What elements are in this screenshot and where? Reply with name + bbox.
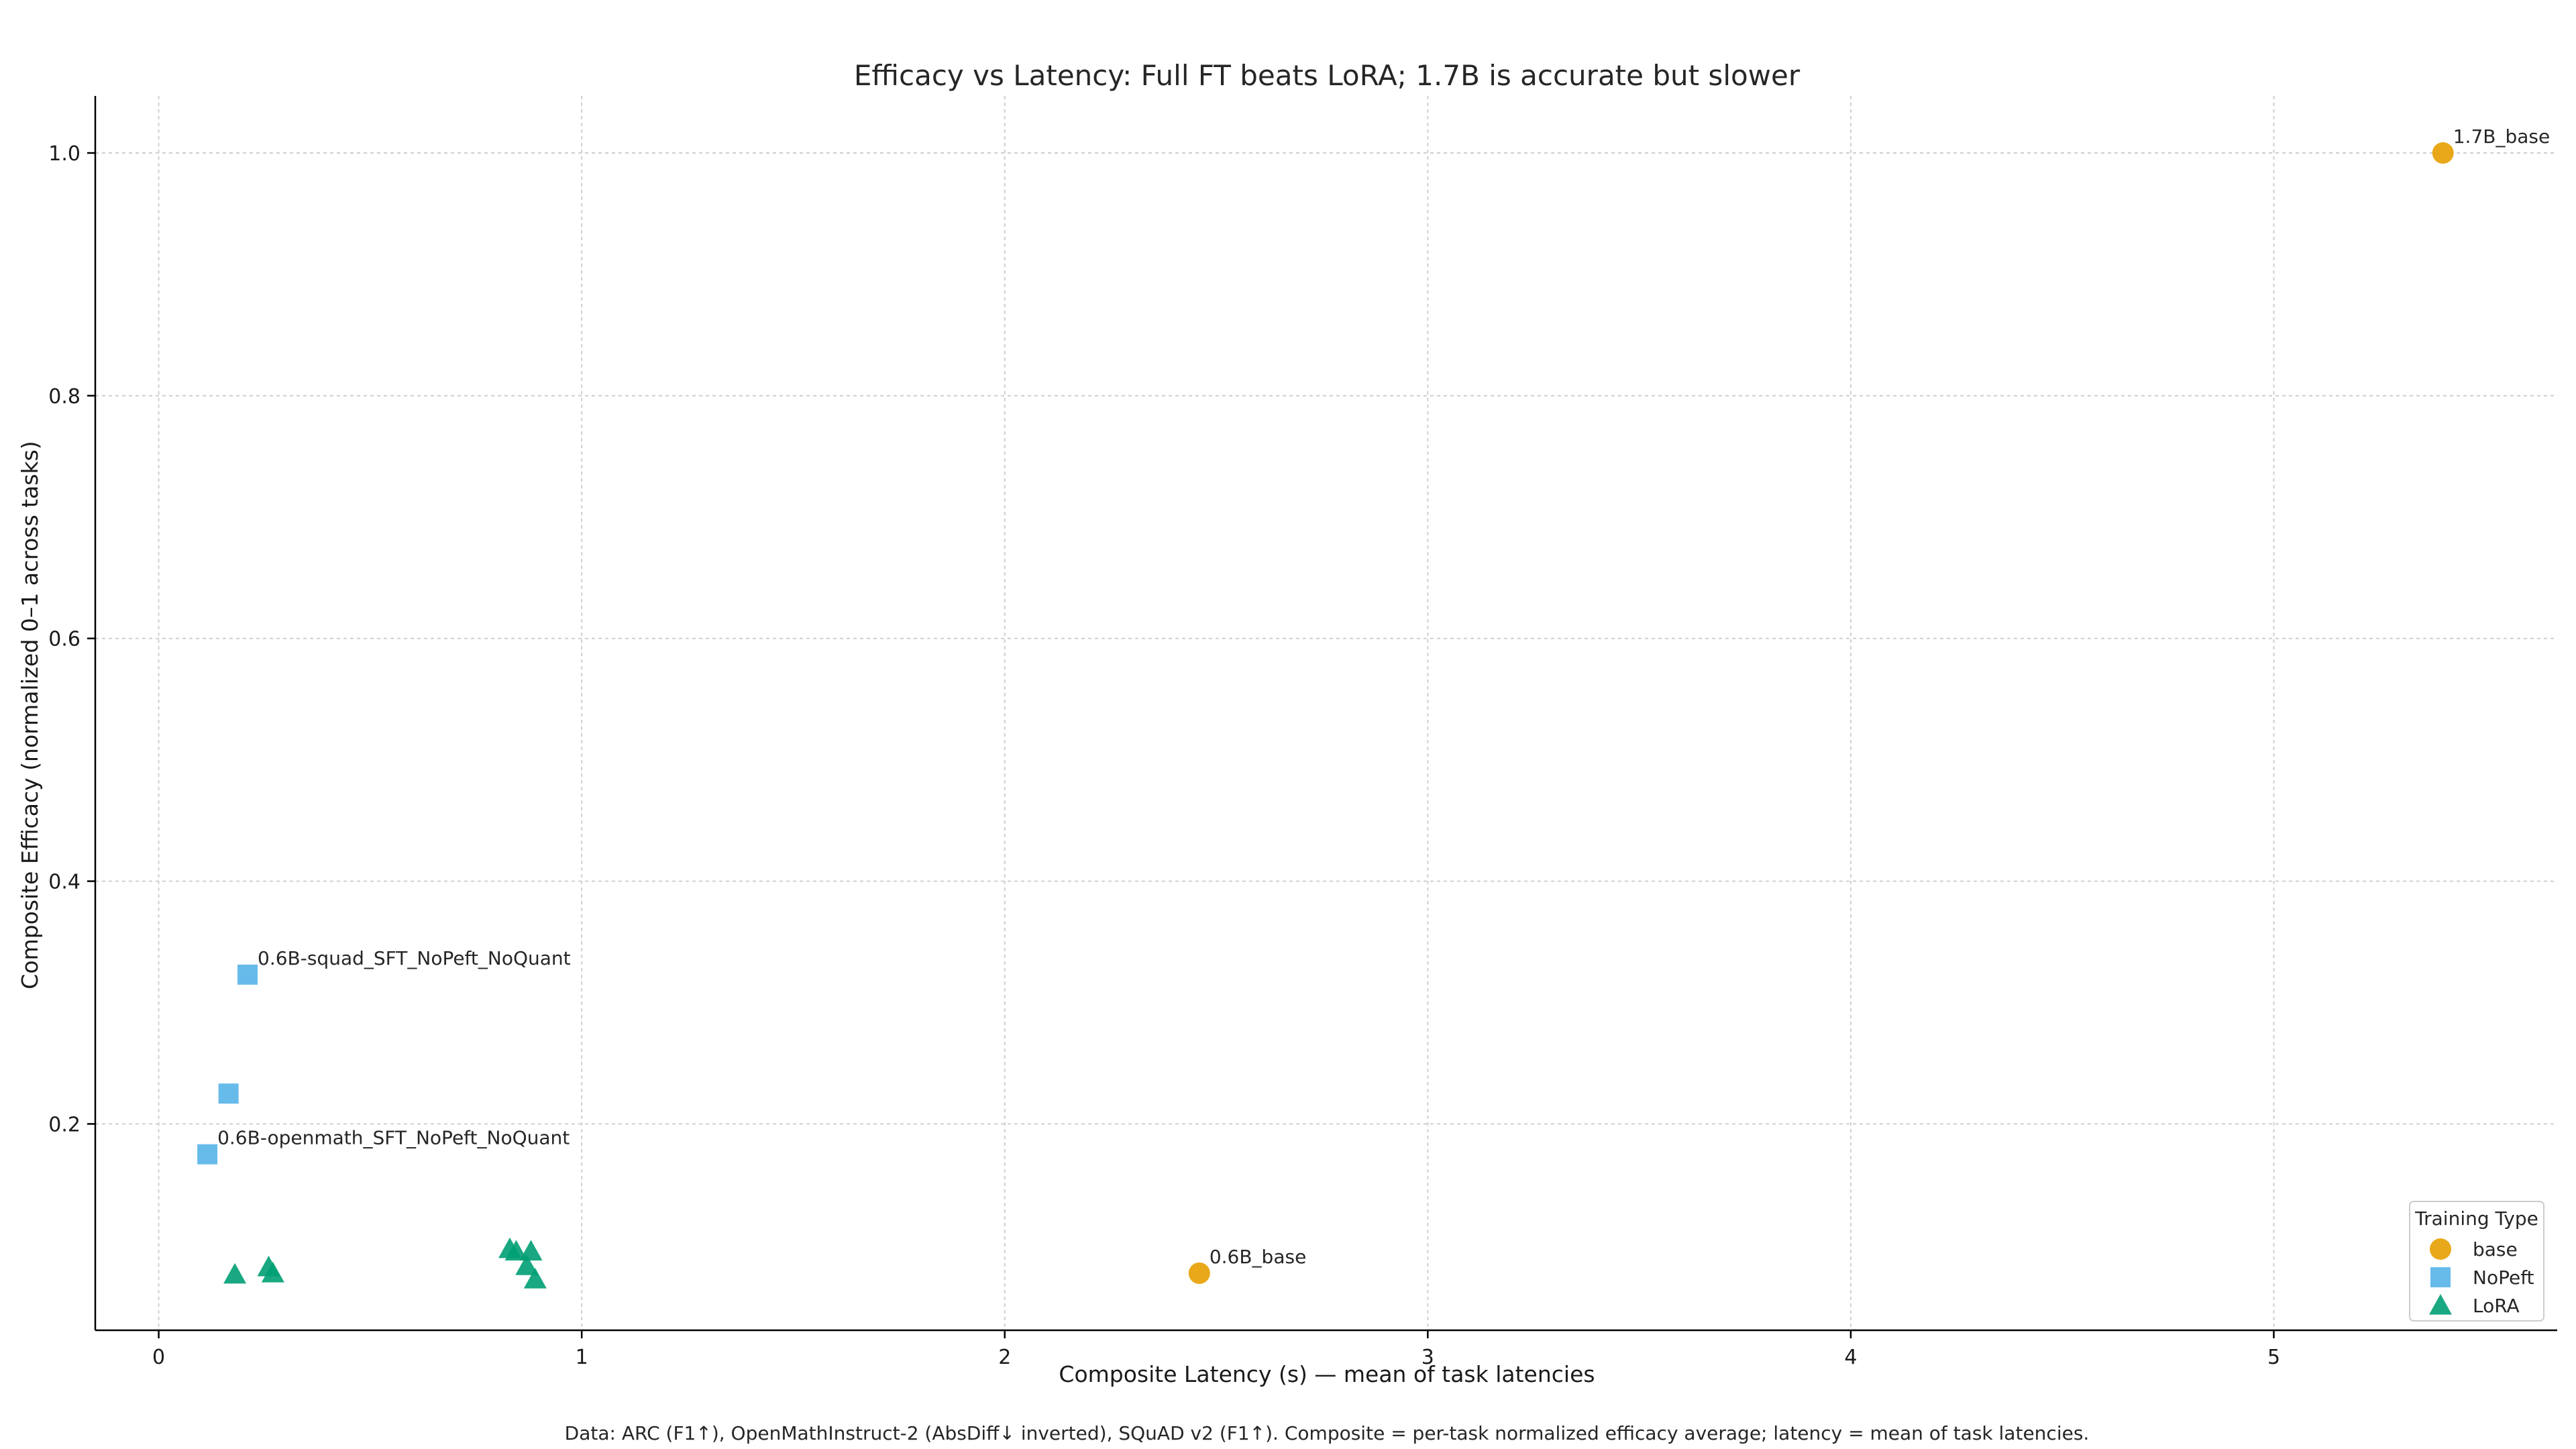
legend: Training Type base NoPeft LoRA bbox=[2409, 1201, 2544, 1322]
y-tick-label: 0.4 bbox=[48, 871, 80, 894]
data-point-base bbox=[2432, 142, 2454, 164]
legend-box bbox=[2409, 1201, 2544, 1322]
points-layer bbox=[197, 142, 2454, 1289]
x-tick-label: 3 bbox=[1421, 1346, 1434, 1369]
point-label: 0.6B-squad_SFT_NoPeft_NoQuant bbox=[258, 947, 571, 969]
x-tick-label: 5 bbox=[2267, 1346, 2280, 1369]
legend-label: base bbox=[2473, 1238, 2518, 1260]
data-point-base bbox=[1188, 1262, 1210, 1284]
legend-marker-base bbox=[2430, 1238, 2451, 1260]
data-point-lora bbox=[504, 1240, 528, 1260]
point-label: 0.6B_base bbox=[1210, 1246, 1306, 1268]
data-point-lora bbox=[223, 1263, 247, 1284]
chart-title: Efficacy vs Latency: Full FT beats LoRA;… bbox=[854, 59, 1801, 92]
annotations-layer: 1.7B_base 0.6B_base 0.6B-squad_SFT_NoPeft_… bbox=[217, 125, 2550, 1268]
data-point-lora bbox=[523, 1268, 547, 1289]
y-axis-label: Composite Efficacy (normalized 0–1 acros… bbox=[17, 441, 43, 989]
data-point-nopeft bbox=[237, 964, 258, 985]
data-point-lora bbox=[515, 1254, 539, 1275]
axes-layer: 0 1 2 3 4 5 0.2 0.4 0.6 0.8 1.0 bbox=[48, 96, 2557, 1369]
data-point-lora bbox=[519, 1240, 543, 1260]
x-tick-label: 2 bbox=[998, 1346, 1011, 1369]
legend-label: LoRA bbox=[2473, 1295, 2520, 1317]
point-label: 0.6B-openmath_SFT_NoPeft_NoQuant bbox=[217, 1127, 570, 1149]
data-point-nopeft bbox=[218, 1083, 239, 1104]
legend-marker-lora bbox=[2429, 1294, 2452, 1315]
x-axis-label: Composite Latency (s) — mean of task lat… bbox=[1059, 1361, 1595, 1387]
y-tick-label: 1.0 bbox=[48, 142, 80, 166]
y-tick-label: 0.2 bbox=[48, 1113, 80, 1136]
y-tick-label: 0.6 bbox=[48, 628, 80, 651]
x-tick-label: 4 bbox=[1844, 1346, 1857, 1369]
legend-items: base NoPeft LoRA bbox=[2429, 1238, 2534, 1317]
x-tick-label: 1 bbox=[576, 1346, 588, 1369]
data-point-nopeft bbox=[197, 1144, 218, 1165]
legend-title: Training Type bbox=[2414, 1208, 2538, 1230]
grid-layer bbox=[95, 96, 2557, 1330]
legend-label: NoPeft bbox=[2473, 1267, 2534, 1289]
footnote: Data: ARC (F1↑), OpenMathInstruct-2 (Abs… bbox=[565, 1422, 2090, 1444]
y-tick-label: 0.8 bbox=[48, 385, 80, 409]
legend-marker-nopeft bbox=[2430, 1267, 2451, 1287]
point-label: 1.7B_base bbox=[2453, 125, 2550, 148]
x-tick-label: 0 bbox=[152, 1346, 165, 1369]
data-point-lora bbox=[261, 1261, 284, 1283]
